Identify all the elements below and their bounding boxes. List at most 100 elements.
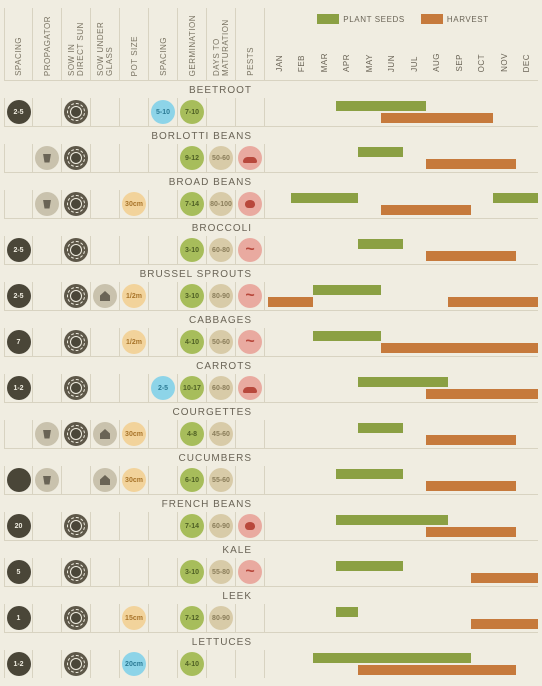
plant-bar bbox=[313, 285, 381, 295]
germination-value: 9-12 bbox=[180, 146, 204, 170]
pest-icon bbox=[238, 330, 262, 354]
spacing-blue-value: 5-10 bbox=[151, 100, 175, 124]
info-header: SOW UNDER GLASS bbox=[91, 8, 120, 80]
harvest-bar bbox=[426, 389, 539, 399]
sun-icon bbox=[64, 238, 88, 262]
info-cell: 2-5 bbox=[4, 98, 33, 126]
calendar-header: PLANT SEEDS HARVEST JANFEBMARAPRMAYJUNJU… bbox=[268, 8, 538, 80]
info-cell bbox=[236, 374, 265, 402]
info-cell: 1-2 bbox=[4, 650, 33, 678]
info-cell: 10-17 bbox=[178, 374, 207, 402]
crop-name: BROAD BEANS bbox=[104, 173, 260, 190]
info-cell: 2-5 bbox=[4, 236, 33, 264]
info-cell bbox=[236, 604, 265, 632]
plant-bar bbox=[336, 607, 359, 617]
info-cell: 5-10 bbox=[149, 98, 178, 126]
spacing-blue-value: 2-5 bbox=[151, 376, 175, 400]
crop-row: BROCCOLI2-53-1060-80 bbox=[4, 218, 538, 264]
info-cell: 4-10 bbox=[178, 328, 207, 356]
month-header: NOV bbox=[493, 30, 516, 74]
harvest-bar bbox=[426, 481, 516, 491]
month-header: OCT bbox=[471, 30, 494, 74]
crop-row: COURGETTES30cm4-845-60 bbox=[4, 402, 538, 448]
info-cell bbox=[91, 236, 120, 264]
info-cell: 4-10 bbox=[178, 650, 207, 678]
header-row: SPACINGPROPAGATORSOW IN DIRECT SUNSOW UN… bbox=[4, 8, 538, 80]
pot-size-value: 30cm bbox=[122, 468, 146, 492]
info-cell bbox=[236, 420, 265, 448]
info-cell: 50-60 bbox=[207, 144, 236, 172]
spacing-blue-value: 20cm bbox=[122, 652, 146, 676]
info-cell bbox=[91, 420, 120, 448]
germination-value: 10-17 bbox=[180, 376, 204, 400]
pest-icon bbox=[238, 560, 262, 584]
plant-bar bbox=[291, 193, 359, 203]
pest-icon bbox=[238, 376, 262, 400]
glass-icon bbox=[93, 284, 117, 308]
crop-row: BROAD BEANS30cm7-1480-100 bbox=[4, 172, 538, 218]
harvest-bar bbox=[381, 343, 539, 353]
info-cell: 3-10 bbox=[178, 558, 207, 586]
glass-icon bbox=[93, 422, 117, 446]
pot-size-value: 1/2m bbox=[122, 284, 146, 308]
info-cell: 7 bbox=[4, 328, 33, 356]
legend-harvest-label: HARVEST bbox=[447, 15, 489, 24]
legend-plant-label: PLANT SEEDS bbox=[343, 15, 405, 24]
plant-bar bbox=[336, 469, 404, 479]
info-cell bbox=[149, 328, 178, 356]
calendar-strip bbox=[268, 374, 538, 402]
harvest-bar bbox=[268, 297, 313, 307]
info-cell bbox=[236, 282, 265, 310]
info-cell bbox=[91, 650, 120, 678]
harvest-bar bbox=[471, 619, 539, 629]
propagator-icon bbox=[35, 192, 59, 216]
info-cell bbox=[62, 144, 91, 172]
info-cell: 80-100 bbox=[207, 190, 236, 218]
spacing-value: 1-2 bbox=[7, 376, 31, 400]
plant-swatch bbox=[317, 14, 339, 24]
info-cell bbox=[236, 466, 265, 494]
info-cell bbox=[33, 420, 62, 448]
months-row: JANFEBMARAPRMAYJUNJULAUGSEPOCTNOVDEC bbox=[268, 30, 538, 74]
info-cell bbox=[207, 650, 236, 678]
info-cell: 7-12 bbox=[178, 604, 207, 632]
pest-icon bbox=[238, 284, 262, 308]
germination-value: 3-10 bbox=[180, 284, 204, 308]
info-cell: 55-80 bbox=[207, 558, 236, 586]
germination-value: 4-8 bbox=[180, 422, 204, 446]
info-cell bbox=[120, 236, 149, 264]
info-cell bbox=[33, 650, 62, 678]
info-cell bbox=[91, 282, 120, 310]
info-cell: 50-60 bbox=[207, 328, 236, 356]
month-header: AUG bbox=[426, 30, 449, 74]
info-cell bbox=[62, 512, 91, 540]
info-cell bbox=[91, 98, 120, 126]
info-header: POT SIZE bbox=[120, 8, 149, 80]
info-cell bbox=[33, 98, 62, 126]
info-cell: 3-10 bbox=[178, 282, 207, 310]
pest-icon bbox=[238, 238, 262, 262]
info-cell: 60-90 bbox=[207, 512, 236, 540]
plant-bar bbox=[336, 101, 426, 111]
maturation-value: 60-80 bbox=[209, 376, 233, 400]
spacing-value bbox=[7, 468, 31, 492]
spacing-value: 1-2 bbox=[7, 652, 31, 676]
info-cell bbox=[33, 512, 62, 540]
calendar-strip bbox=[268, 604, 538, 632]
sun-icon bbox=[64, 330, 88, 354]
crop-row: LETTUCES1-220cm4-10 bbox=[4, 632, 538, 678]
info-cell: 60-80 bbox=[207, 374, 236, 402]
info-cell bbox=[62, 650, 91, 678]
info-header: DAYS TO MATURATION bbox=[207, 8, 236, 80]
info-cell: 1-2 bbox=[4, 374, 33, 402]
month-header: JUL bbox=[403, 30, 426, 74]
pest-icon bbox=[238, 192, 262, 216]
sun-icon bbox=[64, 100, 88, 124]
info-cell: 7-10 bbox=[178, 98, 207, 126]
pot-size-value: 30cm bbox=[122, 192, 146, 216]
info-cell bbox=[62, 558, 91, 586]
info-cell bbox=[4, 420, 33, 448]
month-header: SEP bbox=[448, 30, 471, 74]
info-cell: 55-60 bbox=[207, 466, 236, 494]
data-rows: BEETROOT2-55-107-10BORLOTTI BEANS9-1250-… bbox=[4, 80, 538, 678]
